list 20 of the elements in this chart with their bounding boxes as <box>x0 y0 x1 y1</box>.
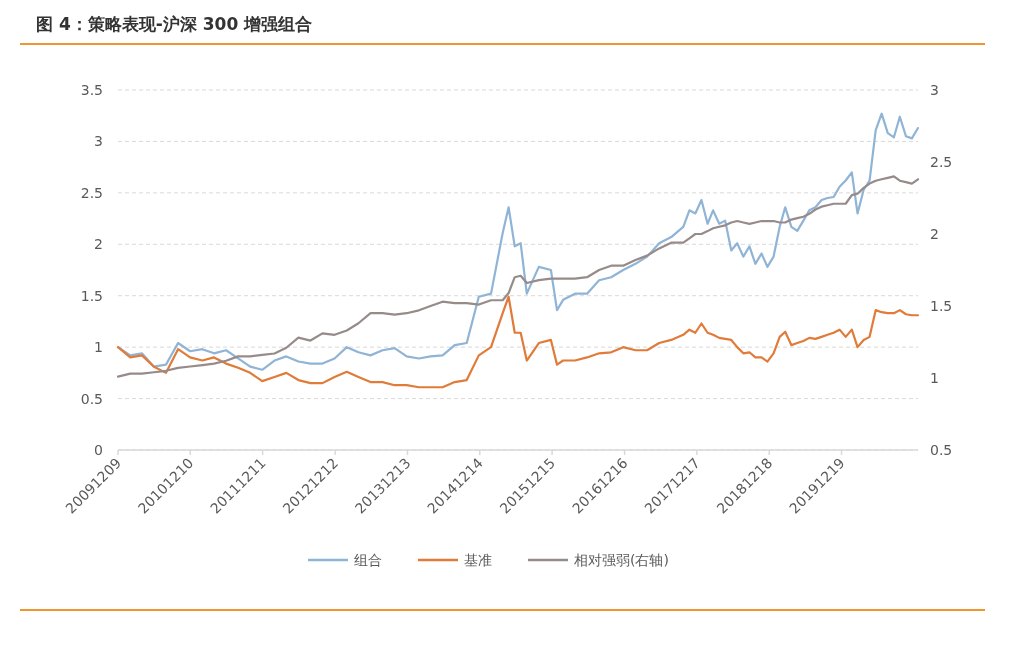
line-series <box>116 295 920 389</box>
y-tick-label: 3 <box>94 133 103 150</box>
chart-title: 图 4：策略表现-沪深 300 增强组合 <box>36 14 313 34</box>
legend-label: 组合 <box>354 552 382 568</box>
y-tick-label: 0 <box>94 442 103 458</box>
y-tick-label: 2 <box>94 236 103 253</box>
y2-tick-label: 0.5 <box>930 442 953 458</box>
y2-tick-label: 3 <box>930 82 939 98</box>
y2-tick-label: 1.5 <box>930 298 953 314</box>
line-series <box>116 175 920 378</box>
y-tick-label: 3.5 <box>80 82 103 98</box>
y-tick-label: 2.5 <box>80 184 103 201</box>
y-tick-label: 1.5 <box>80 287 103 304</box>
y-tick-label: 0.5 <box>80 390 103 407</box>
legend-label: 相对强弱(右轴) <box>574 552 669 568</box>
legend-label: 基准 <box>464 552 492 568</box>
y2-tick-label: 2 <box>930 226 939 242</box>
y2-tick-label: 2.5 <box>930 154 953 170</box>
y-tick-label: 1 <box>94 339 103 356</box>
y2-tick-label: 1 <box>930 370 939 386</box>
